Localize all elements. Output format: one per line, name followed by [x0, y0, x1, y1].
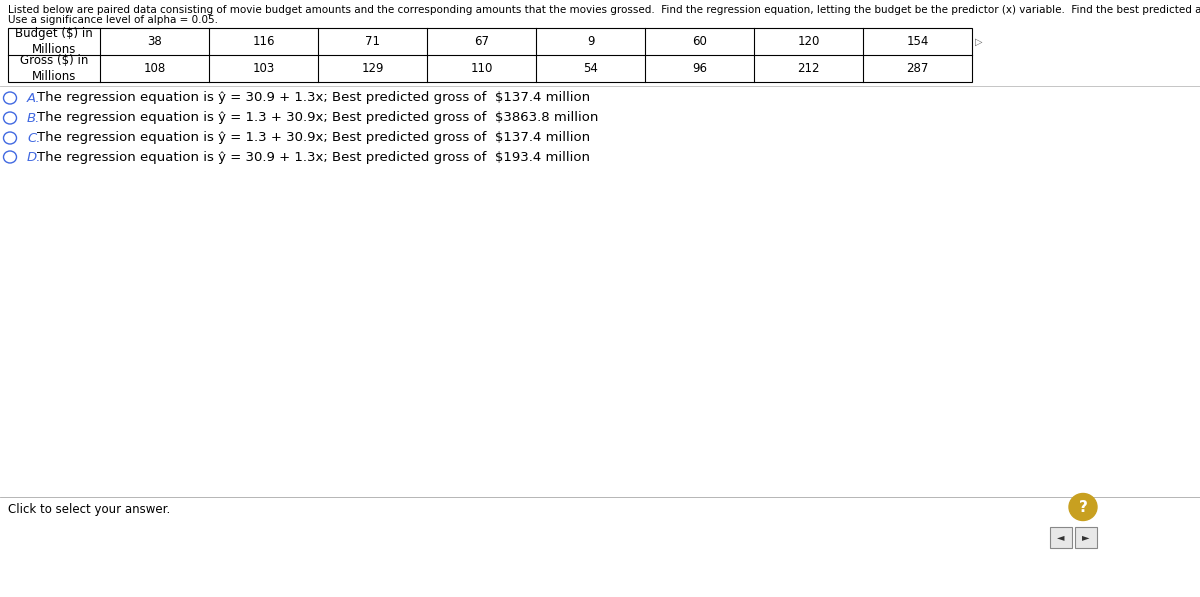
Text: 71: 71	[365, 35, 380, 48]
Bar	[8, 28, 972, 82]
Text: ?: ?	[1079, 500, 1087, 515]
Bar	[1075, 527, 1097, 548]
Text: ◄: ◄	[1057, 532, 1064, 542]
Text: B.: B.	[28, 112, 41, 125]
Text: The regression equation is ŷ = 1.3 + 30.9x; Best predicted gross of  $3863.8 mil: The regression equation is ŷ = 1.3 + 30.…	[37, 112, 599, 125]
Text: 212: 212	[797, 62, 820, 75]
Text: Listed below are paired data consisting of movie budget amounts and the correspo: Listed below are paired data consisting …	[8, 5, 1200, 15]
Text: 67: 67	[474, 35, 490, 48]
Text: 96: 96	[692, 62, 707, 75]
Text: 287: 287	[906, 62, 929, 75]
Text: 54: 54	[583, 62, 598, 75]
Text: The regression equation is ŷ = 30.9 + 1.3x; Best predicted gross of  $137.4 mill: The regression equation is ŷ = 30.9 + 1.…	[37, 91, 590, 104]
Text: 154: 154	[906, 35, 929, 48]
Text: A.: A.	[28, 91, 41, 104]
Text: Budget ($) in
Millions: Budget ($) in Millions	[16, 27, 92, 56]
Text: 129: 129	[361, 62, 384, 75]
Bar	[1050, 527, 1072, 548]
Text: ▷: ▷	[974, 36, 983, 47]
Text: 108: 108	[143, 62, 166, 75]
Text: Gross ($) in
Millions: Gross ($) in Millions	[20, 54, 88, 83]
Ellipse shape	[1069, 494, 1097, 521]
Text: Click to select your answer.: Click to select your answer.	[8, 503, 170, 515]
Text: D.: D.	[28, 150, 42, 164]
Text: 120: 120	[797, 35, 820, 48]
Text: C.: C.	[28, 131, 41, 144]
Text: 60: 60	[692, 35, 707, 48]
Text: 103: 103	[252, 62, 275, 75]
Text: 116: 116	[252, 35, 275, 48]
Text: The regression equation is ŷ = 30.9 + 1.3x; Best predicted gross of  $193.4 mill: The regression equation is ŷ = 30.9 + 1.…	[37, 150, 590, 164]
Text: 38: 38	[148, 35, 162, 48]
Text: 9: 9	[587, 35, 594, 48]
Text: The regression equation is ŷ = 1.3 + 30.9x; Best predicted gross of  $137.4 mill: The regression equation is ŷ = 1.3 + 30.…	[37, 131, 590, 144]
Text: 110: 110	[470, 62, 493, 75]
Text: ►: ►	[1082, 532, 1090, 542]
Text: Use a significance level of alpha = 0.05.: Use a significance level of alpha = 0.05…	[8, 15, 218, 25]
